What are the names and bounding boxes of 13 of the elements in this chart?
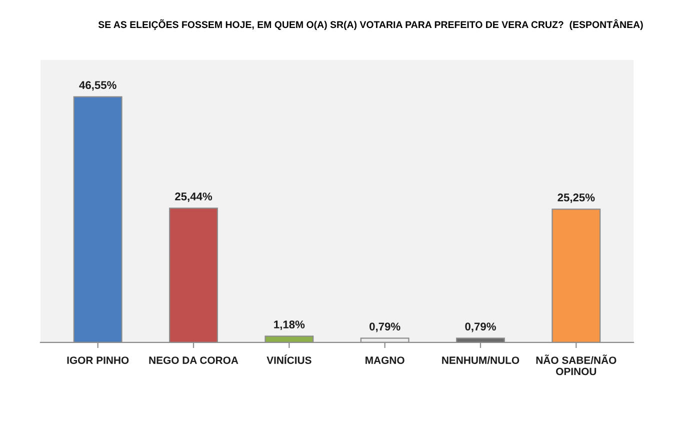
x-tick-label: NÃO SABE/NÃO OPINOU (536, 354, 616, 376)
data-label: 25,44% (175, 192, 212, 202)
x-tick-label: MAGNO (366, 356, 404, 364)
x-tick-label: VINÍCIUS (266, 354, 312, 364)
x-tick-label: NENHUM/NULO (442, 356, 520, 364)
data-label: 1,18% (274, 320, 305, 330)
data-label: 0,79% (370, 322, 400, 332)
data-label: 25,25% (558, 194, 595, 204)
data-label: 46,55% (79, 81, 116, 91)
x-tick-label: IGOR PINHO (67, 356, 129, 364)
x-tick-label: NEGO DA COROA (149, 356, 238, 364)
chart-title: SE AS ELEIÇÕES FOSSEM HOJE, EM QUEM O(A) SR(A) VOTARIA PARA PREFEITO DE VERA CRUZ? (ESPONTÂNEA) (98, 19, 643, 30)
data-label: 0,79% (465, 322, 496, 332)
